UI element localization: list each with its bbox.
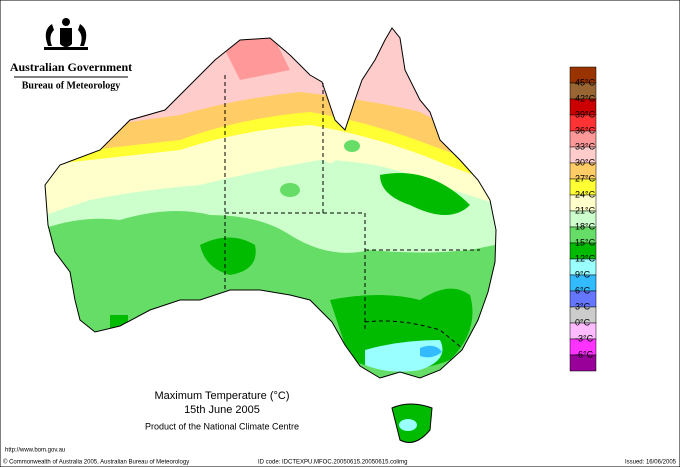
legend-label: 21°C [575,205,596,215]
map-date: 15th June 2005 [184,404,260,416]
legend-label: 36°C [575,125,596,135]
legend-label: 33°C [575,141,596,151]
copyright: © Commonwealth of Australia 2005, Austra… [3,459,189,466]
legend-label: 3°C [575,301,591,311]
map-title: Maximum Temperature (°C) [154,390,289,402]
state-borders [224,75,480,349]
legend-label: 45°C [575,77,596,87]
legend-label: -6°C [575,349,594,359]
legend-label: 30°C [575,157,596,167]
coat-of-arms [44,18,88,50]
legend-label: 9°C [575,269,591,279]
legend-label: 24°C [575,189,596,199]
legend-label: 18°C [575,221,596,231]
issued: Issued: 16/06/2005 [625,460,677,466]
legend-label: 12°C [575,253,596,263]
legend-label: 42°C [575,93,596,103]
legend-label: 6°C [575,285,591,295]
legend-label: 27°C [575,173,596,183]
id-code: ID code: IDCTEXPU.MFOC.20050615.20050615… [258,460,407,466]
legend: 45°C 42°C 39°C 36°C 33°C 30°C 27°C 24°C 21°C 18°C… [569,66,597,372]
legend-label: 39°C [575,109,596,119]
url: http://www.bom.gov.au [5,448,65,454]
legend-label: 0°C [575,317,591,327]
product-note: Product of the National Climate Centre [145,421,299,431]
government-name: Australian Government [10,60,132,74]
legend-label: 15°C [575,237,596,247]
legend-label: -3°C [575,333,594,343]
tasmania-cold-area [399,419,417,431]
coastline [44,27,497,379]
legend-swatch [569,354,597,372]
bureau-name: Bureau of Meteorology [22,80,121,91]
